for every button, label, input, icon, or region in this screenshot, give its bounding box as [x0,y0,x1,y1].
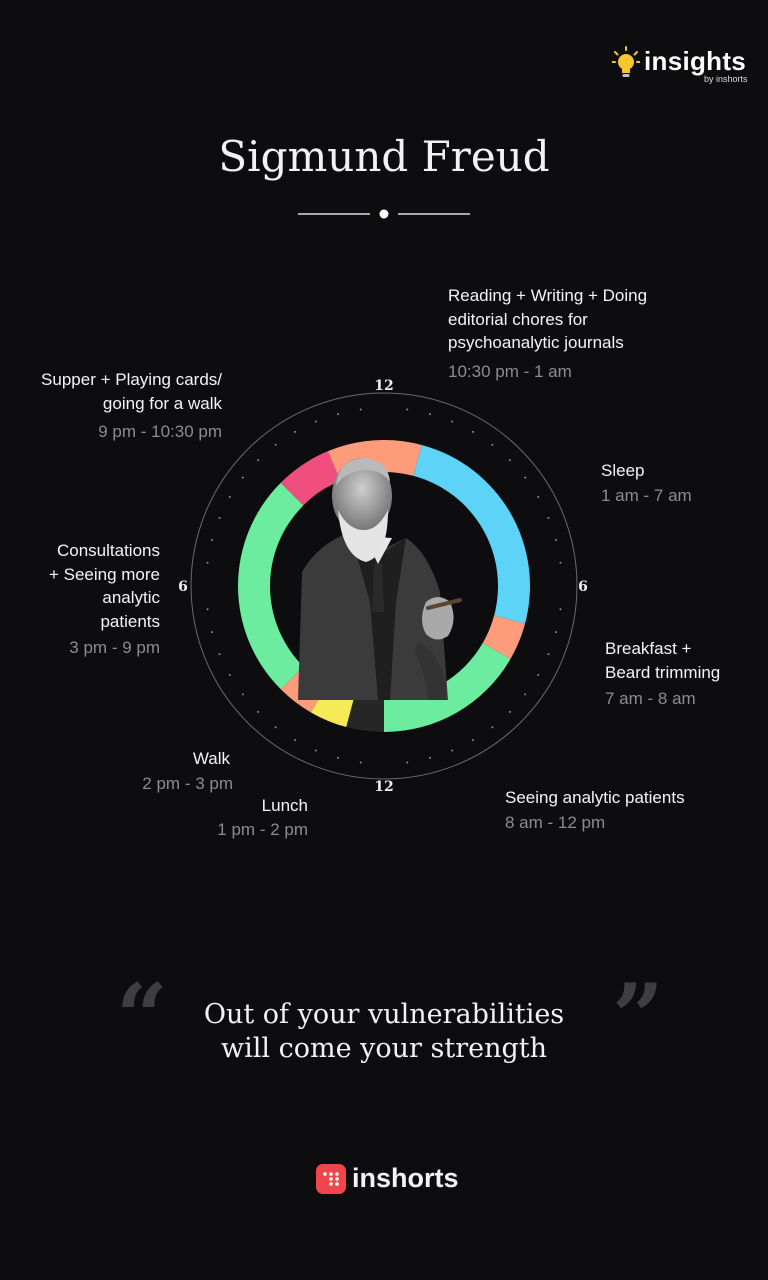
tick-dot [554,631,557,634]
activity-label-walk: Walk [192,749,230,768]
tick-dot [294,739,296,742]
tick-dot [336,756,339,759]
tick-dot [547,516,550,519]
activity-time-supper: 9 pm - 10:30 pm [98,422,222,441]
tick-dot [228,496,231,498]
activity-time-consultations: 3 pm - 9 pm [69,638,160,657]
tick-dot [406,408,409,411]
tick-dot [211,631,214,634]
insights-logo: insights by inshorts [612,44,752,88]
tick-dot [547,653,550,656]
tick-dot [537,496,540,498]
freud-portrait-image [298,458,462,700]
ring-segment-breakfast [482,615,526,659]
activity-label-reading: Reading + Writing + Doing editorial chor… [448,286,648,352]
activity-label-sleep: Sleep [601,461,645,480]
insights-wordmark: insights [644,46,747,76]
activity-label-lunch: Lunch [261,796,308,815]
activity-time-analytic: 8 am - 12 pm [505,813,606,832]
tick-dot [559,561,562,564]
inshorts-logo: inshorts [316,1162,466,1198]
tick-dot [359,408,362,411]
tick-dot [206,561,209,564]
tick-dot [218,516,221,519]
tick-dot [274,726,277,729]
tick-dot [206,608,209,611]
tick-dot [537,674,540,676]
tick-dot [314,420,317,423]
tick-dot [359,761,362,764]
inshorts-wordmark: inshorts [352,1163,459,1193]
tick-dot [241,693,244,696]
activity-label-analytic: Seeing analytic patients [505,788,685,807]
tick-dot [451,420,454,423]
activity-time-reading: 10:30 pm - 1 am [448,362,572,381]
tick-dot [314,749,317,752]
tick-dot [406,761,409,764]
tick-dot [294,430,296,433]
lightbulb-icon [612,46,640,77]
open-quote-icon: “ [116,964,168,1070]
tick-dot [211,538,214,541]
title-divider [298,209,470,219]
inshorts-icon [316,1164,346,1194]
insights-byline: by inshorts [704,74,748,84]
tick-dot [257,459,260,462]
activity-label-consultations: Consultations + Seeing more analytic pat… [48,541,160,631]
activity-time-walk: 2 pm - 3 pm [142,774,233,793]
tick-dot [472,739,474,742]
close-quote-icon: ” [612,964,664,1070]
clock-label-left: 6 [178,579,188,595]
tick-dot [491,726,494,729]
clock-label-bottom: 12 [374,779,393,795]
activity-time-lunch: 1 pm - 2 pm [217,820,308,839]
tick-dot [508,710,511,713]
ring-segment-sleep [413,444,530,624]
tick-dot [274,443,277,446]
tick-dot [524,476,527,479]
quote-line-2: will come your strength [220,1033,548,1064]
clock-label-right: 6 [578,579,588,595]
tick-dot [451,749,454,752]
activity-time-sleep: 1 am - 7 am [601,486,692,505]
quote-text: Out of your vulnerabilities will come yo… [0,998,768,1066]
tick-dot [554,538,557,541]
ring-segment-lunch [346,696,384,732]
tick-dot [241,476,244,479]
tick-dot [524,693,527,696]
ring-segment-analytic [384,643,511,732]
tick-dot [228,674,231,676]
clock-outer-circle [190,392,578,780]
tick-dot [508,459,511,462]
tick-dot [559,608,562,611]
clock-label-top: 12 [374,378,393,394]
page-title: Sigmund Freud [218,132,550,181]
tick-dot [472,430,474,433]
activity-label-breakfast: Breakfast + Beard trimming [605,639,721,682]
clock-tick-dots [206,408,562,764]
tick-dot [257,710,260,713]
tick-dot [429,413,432,416]
quote-line-1: Out of your vulnerabilities [203,999,565,1030]
tick-dot [218,653,221,656]
ring-segment-supper [280,451,341,506]
tick-dot [336,413,339,416]
activity-label-supper: Supper + Playing cards/ going for a walk [41,370,222,413]
tick-dot [491,443,494,446]
ring-segment-consultations [238,482,304,690]
activity-time-breakfast: 7 am - 8 am [605,689,696,708]
tick-dot [429,756,432,759]
